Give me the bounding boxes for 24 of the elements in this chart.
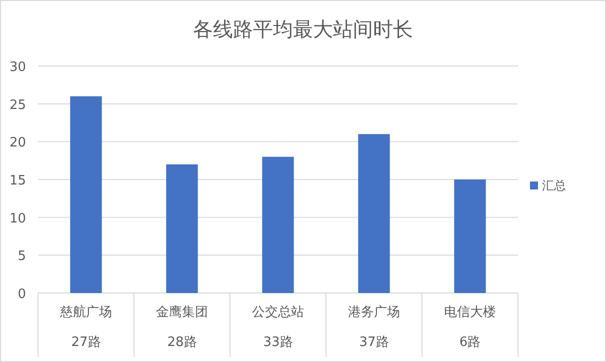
text: 28路 — [167, 335, 197, 350]
text: 33路 — [263, 335, 293, 350]
y-tick-label: 25 — [9, 98, 26, 113]
bar — [358, 134, 390, 293]
y-tick-label: 5 — [18, 249, 26, 264]
y-tick-label: 20 — [9, 136, 26, 151]
y-tick-label: 0 — [18, 287, 26, 302]
x-tick-label: 港务广场 — [348, 305, 400, 320]
x-tick-label: 金鹰集团 — [156, 305, 208, 320]
bar — [70, 96, 102, 293]
x-tick-label: 慈航广场 — [59, 305, 112, 320]
bar — [166, 164, 198, 293]
text: 27路 — [71, 335, 101, 350]
y-tick-label: 15 — [9, 174, 26, 188]
bar — [262, 156, 294, 293]
text: 37路 — [359, 335, 389, 350]
x-tick-label: 公交总站 — [252, 304, 304, 320]
y-tick-label: 10 — [9, 211, 26, 226]
x-tick-label: 电信大楼 — [444, 305, 496, 320]
y-tick-label: 30 — [9, 60, 26, 75]
bar — [454, 180, 486, 293]
text: 6路 — [459, 335, 481, 350]
chart-title: 各线路平均最大站间时长 — [193, 17, 413, 41]
legend-label: 汇总 — [542, 178, 566, 192]
